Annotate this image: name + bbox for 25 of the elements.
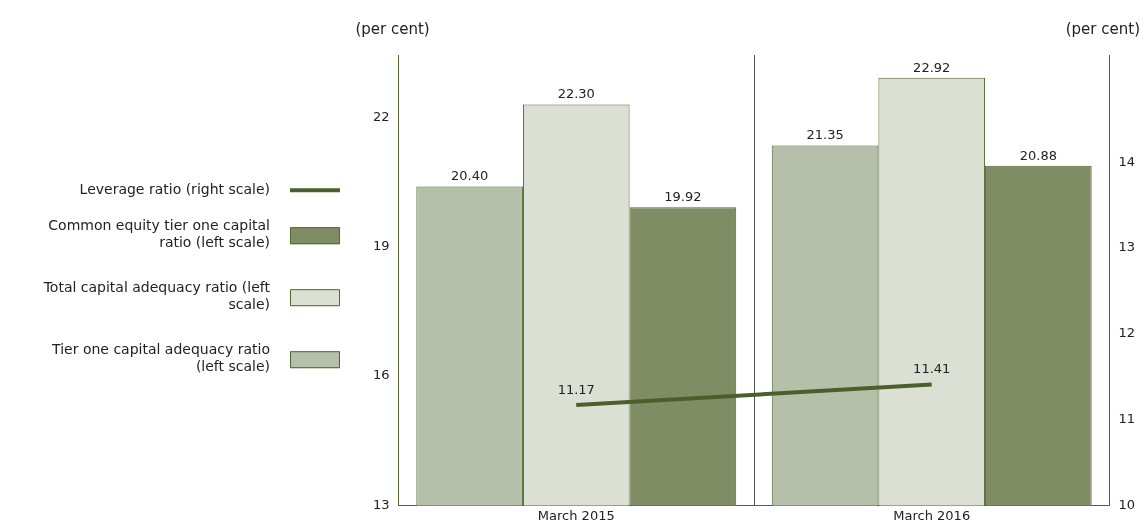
legend-label: Total capital adequacy ratio (left scale): [42, 279, 271, 313]
y-axis-title: (per cent): [355, 19, 430, 38]
y2-tick-label: 14: [1118, 153, 1135, 169]
x-tick-label: March 2016: [893, 507, 971, 523]
x-tick-label: March 2015: [537, 507, 615, 523]
data-label: 22.30: [557, 86, 595, 102]
y2-tick-label: 11: [1118, 410, 1135, 426]
data-label: 21.35: [806, 127, 844, 143]
data-label: 11.17: [557, 381, 595, 397]
y2-axis-title: (per cent): [1065, 19, 1140, 38]
y-tick-label: 19: [373, 238, 390, 254]
legend-label: Common equity tier one capital ratio (left scale): [48, 217, 270, 251]
legend-label: Tier one capital adequacy ratio (left scale): [51, 341, 270, 375]
y2-tick-label: 10: [1118, 496, 1135, 512]
data-label: 19.92: [664, 189, 702, 205]
data-label: 20.88: [1019, 147, 1057, 163]
y-tick-label: 13: [373, 496, 390, 512]
data-label: 20.40: [451, 168, 489, 184]
data-label: 22.92: [913, 59, 951, 75]
y-tick-label: 22: [373, 108, 390, 124]
data-label: 11.41: [913, 361, 951, 377]
y2-tick-label: 12: [1118, 325, 1135, 341]
y2-tick-label: 13: [1118, 239, 1135, 255]
legend-label: Leverage ratio (right scale): [79, 180, 270, 197]
y-tick-label: 16: [373, 367, 390, 383]
